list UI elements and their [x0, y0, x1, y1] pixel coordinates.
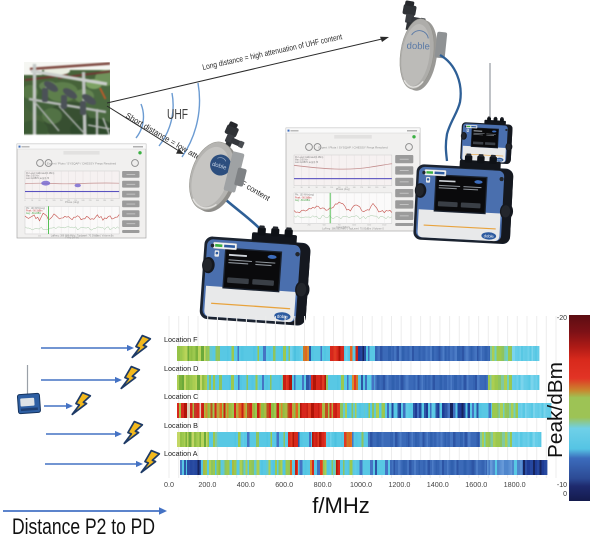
svg-text:Peak: -56.5dBm: Peak: -56.5dBm	[295, 197, 312, 199]
svg-text:Max 0.0GHz: Max 0.0GHz	[295, 159, 309, 161]
svg-text:60: 60	[308, 187, 310, 189]
svg-text:750: 750	[338, 225, 341, 227]
svg-text:120: 120	[53, 200, 56, 202]
svg-text:Peak/dBm: Peak/dBm	[545, 362, 567, 458]
svg-text:Pkt: 100 MHz(avg): Pkt: 100 MHz(avg)	[26, 207, 45, 210]
svg-text:1500: 1500	[110, 235, 114, 237]
svg-text:Expert / Plots / SYSQAP / CHES: Expert / Plots / SYSQAP / CHESSY Freqs R…	[47, 161, 117, 165]
svg-text:Phase (deg): Phase (deg)	[336, 187, 350, 191]
svg-text:300: 300	[368, 187, 371, 189]
svg-text:Phase (deg): Phase (deg)	[65, 200, 79, 204]
svg-text:Location C: Location C	[164, 392, 198, 401]
svg-text:30: 30	[31, 200, 33, 202]
svg-text:90: 90	[46, 200, 48, 202]
svg-text:360: 360	[383, 187, 386, 189]
svg-text:500: 500	[53, 235, 56, 237]
svg-text:doble: doble	[406, 41, 430, 53]
svg-text:Location D: Location D	[164, 364, 198, 373]
svg-text:1000: 1000	[352, 225, 356, 227]
svg-text:240: 240	[353, 187, 356, 189]
svg-text:Rx Level Calibrated(0 dBm): Rx Level Calibrated(0 dBm)	[295, 156, 323, 159]
svg-text:1000.0: 1000.0	[350, 480, 372, 489]
svg-text:Max 0.0GHz: Max 0.0GHz	[26, 175, 40, 177]
svg-text:90: 90	[316, 187, 318, 189]
svg-text:LoFreq: 386 863 MHz | TopLev: LoFreq: 386 863 MHz | TopLevel: 70.00dBm…	[322, 227, 384, 230]
svg-text:210: 210	[74, 200, 77, 202]
svg-text:750: 750	[67, 235, 70, 237]
svg-text:240: 240	[82, 200, 85, 202]
svg-text:Location A: Location A	[164, 449, 198, 458]
svg-text:Freq (MHz): Freq (MHz)	[336, 225, 349, 229]
svg-text:250: 250	[38, 235, 41, 237]
svg-text:150: 150	[60, 200, 63, 202]
svg-text:1400.0: 1400.0	[427, 480, 449, 489]
svg-text:400.0: 400.0	[237, 480, 255, 489]
svg-text:120: 120	[323, 187, 326, 189]
svg-text:-10: -10	[557, 482, 567, 489]
svg-text:500: 500	[323, 225, 326, 227]
svg-text:doble: doble	[211, 162, 227, 172]
svg-text:Distance P2 to PD: Distance P2 to PD	[12, 514, 155, 539]
svg-text:0: 0	[563, 491, 567, 498]
svg-text:0: 0	[294, 187, 295, 189]
svg-text:180: 180	[67, 200, 70, 202]
svg-text:1250: 1250	[95, 235, 99, 237]
svg-text:Pkt: 100 MHz(avg): Pkt: 100 MHz(avg)	[295, 194, 314, 197]
svg-text:LoFreq: 386 863 MHz | TopLev: LoFreq: 386 863 MHz | TopLevel: 70.00dBm…	[51, 234, 113, 237]
svg-text:150: 150	[330, 187, 333, 189]
svg-text:0: 0	[25, 200, 26, 202]
svg-text:Freq (MHz): Freq (MHz)	[66, 235, 79, 239]
svg-text:UHF: UHF	[167, 106, 188, 123]
svg-text:330: 330	[375, 187, 378, 189]
svg-text:Last 12dBHz avg(4) Hi: Last 12dBHz avg(4) Hi	[26, 177, 50, 180]
svg-text:270: 270	[360, 187, 363, 189]
svg-text:330: 330	[103, 200, 106, 202]
svg-text:360: 360	[110, 200, 113, 202]
svg-text:1000: 1000	[81, 235, 85, 237]
svg-text:600.0: 600.0	[275, 480, 293, 489]
svg-text:210: 210	[345, 187, 348, 189]
svg-text:Avg: -69.2dBm: Avg: -69.2dBm	[295, 199, 310, 202]
svg-text:30: 30	[301, 187, 303, 189]
svg-text:doble: doble	[277, 314, 289, 320]
svg-text:Avg: -69.2dBm: Avg: -69.2dBm	[26, 212, 41, 215]
svg-text:Last 12dBHz avg(4) Hi: Last 12dBHz avg(4) Hi	[295, 161, 319, 164]
svg-text:1200.0: 1200.0	[388, 480, 410, 489]
svg-text:Location B: Location B	[164, 421, 198, 430]
svg-text:200.0: 200.0	[198, 480, 216, 489]
svg-text:800.0: 800.0	[314, 480, 332, 489]
svg-text:doble: doble	[484, 233, 495, 239]
svg-text:1800.0: 1800.0	[504, 480, 526, 489]
svg-text:60: 60	[39, 200, 41, 202]
svg-text:-20: -20	[557, 315, 567, 322]
svg-text:300: 300	[96, 200, 99, 202]
svg-text:Location F: Location F	[164, 335, 198, 344]
svg-text:1500: 1500	[382, 225, 386, 227]
svg-text:Peak: -56.5dBm: Peak: -56.5dBm	[26, 211, 43, 213]
svg-text:180: 180	[338, 187, 341, 189]
svg-text:0.0: 0.0	[164, 480, 174, 489]
svg-text:250: 250	[308, 225, 311, 227]
svg-text:1250: 1250	[367, 225, 371, 227]
svg-text:doble: doble	[497, 159, 503, 161]
svg-text:270: 270	[89, 200, 92, 202]
svg-text:Expert / Plots / SYSQAP / CHES: Expert / Plots / SYSQAP / CHESSY Freqs R…	[318, 145, 388, 149]
svg-text:f/MHz: f/MHz	[312, 493, 369, 518]
svg-text:1600.0: 1600.0	[465, 480, 487, 489]
svg-text:Rx Level Calibrated(0 dBm): Rx Level Calibrated(0 dBm)	[26, 172, 54, 175]
